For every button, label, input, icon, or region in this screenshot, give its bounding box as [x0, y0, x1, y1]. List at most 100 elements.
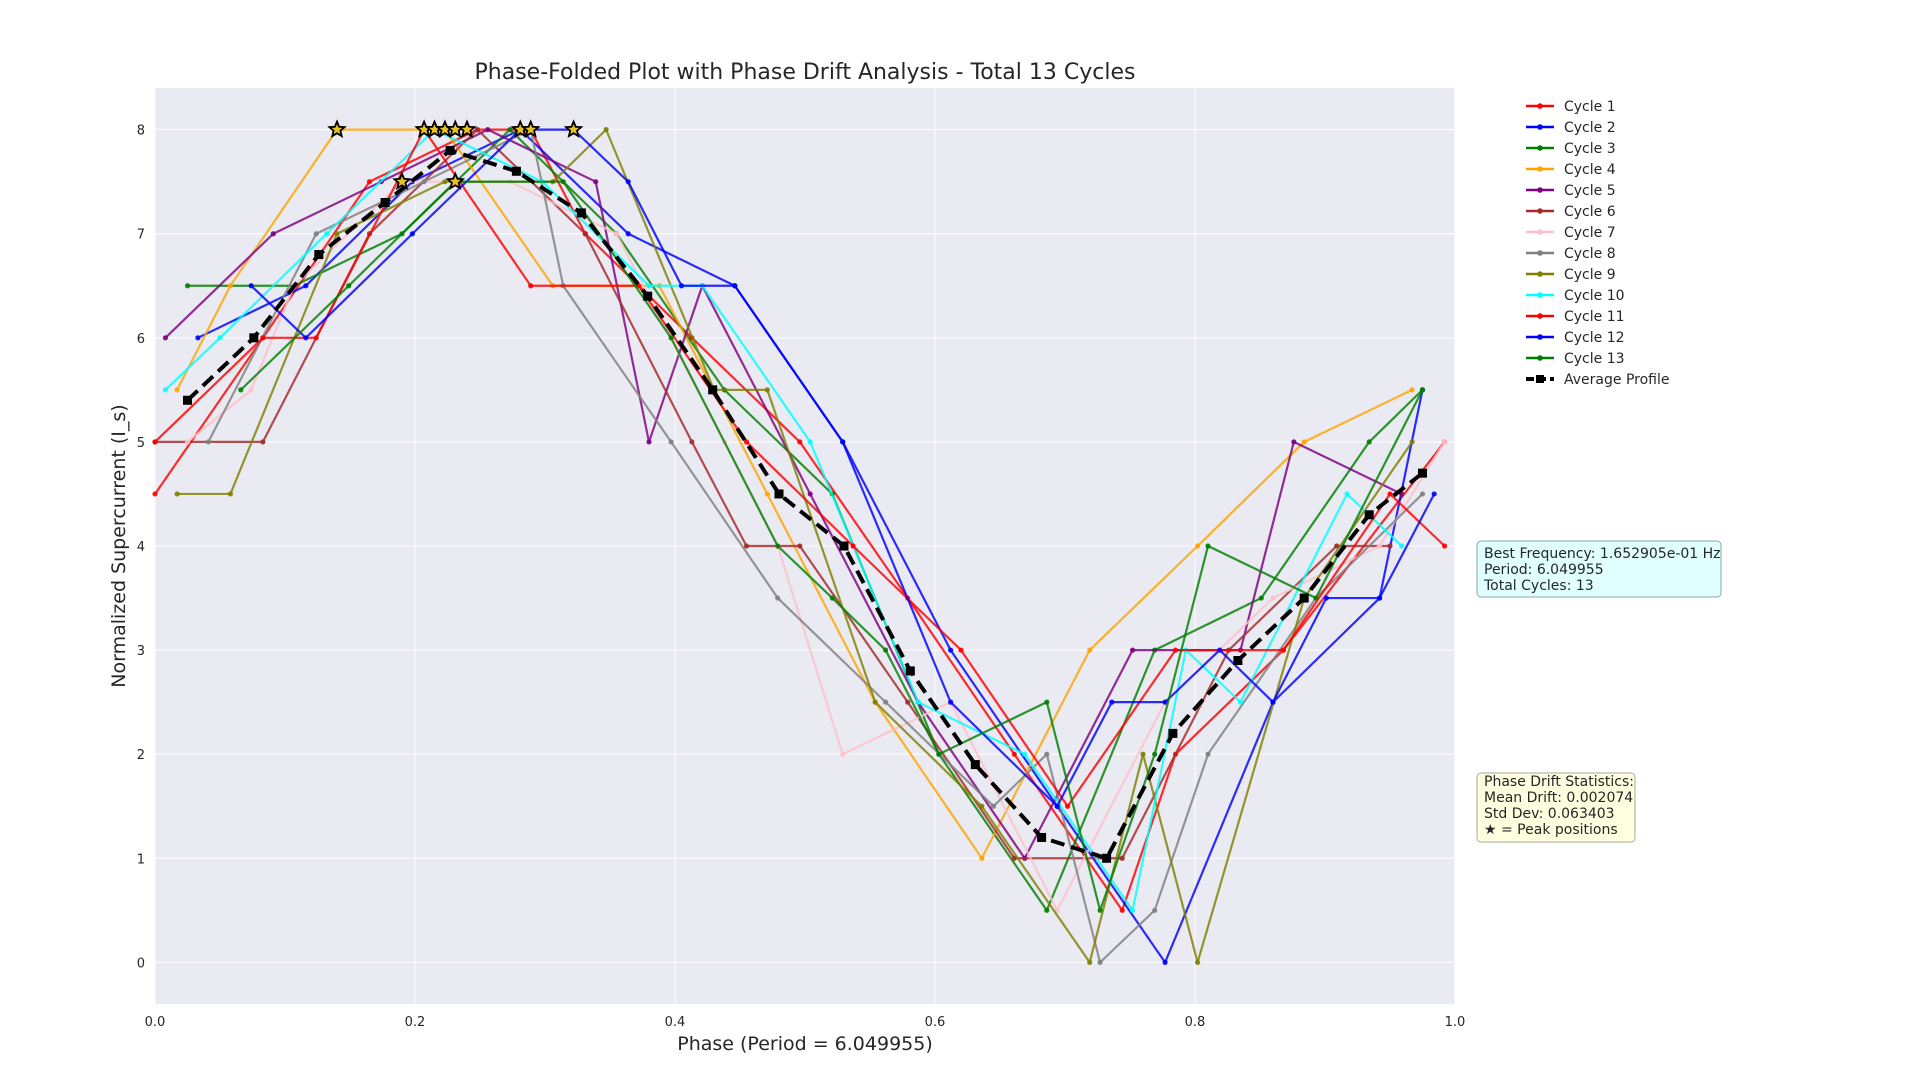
data-point [764, 491, 770, 497]
data-point [979, 803, 985, 809]
data-point [743, 439, 750, 445]
data-point [1313, 595, 1319, 601]
data-point [1152, 907, 1158, 913]
data-point [1097, 907, 1103, 913]
legend-entry: Cycle 11 [1526, 309, 1625, 325]
data-point [840, 751, 846, 757]
data-point [775, 543, 781, 549]
data-point [1205, 751, 1211, 757]
data-point [1195, 959, 1201, 965]
peak-marker [520, 119, 541, 139]
data-point [1301, 439, 1307, 445]
y-axis-title: Normalized Supercurrent (I_s) [108, 404, 130, 687]
data-point [1270, 699, 1276, 705]
drift-stats-box: Phase Drift Statistics: Mean Drift: 0.00… [1476, 772, 1636, 843]
data-point [485, 127, 491, 133]
data-point [1140, 751, 1146, 757]
legend-entry: Cycle 1 [1526, 99, 1616, 115]
data-point [1022, 751, 1028, 757]
y-tick-label: 6 [137, 332, 145, 347]
legend-label: Cycle 13 [1564, 351, 1625, 367]
data-point [421, 179, 427, 185]
data-point [775, 595, 781, 601]
legend: Cycle 1 Cycle 2 Cycle 3 Cycle 4 Cycle 5 Cycle… [1526, 99, 1669, 388]
data-point [260, 335, 266, 341]
data-point [205, 439, 211, 445]
legend-marker [1537, 313, 1543, 319]
data-point [625, 231, 631, 237]
data-point [1195, 543, 1201, 549]
data-point [507, 127, 513, 133]
data-point [840, 439, 846, 445]
x-axis-title: Phase (Period = 6.049955) [677, 1033, 933, 1055]
data-point [1065, 803, 1071, 809]
data-point [958, 647, 964, 653]
legend-label: Cycle 7 [1564, 225, 1616, 241]
data-point [948, 699, 954, 705]
data-point [646, 283, 652, 289]
series-cycle-9 [174, 127, 1415, 965]
y-tick-label: 4 [137, 540, 145, 555]
data-point [979, 855, 985, 861]
peak-marker [445, 171, 466, 191]
legend-marker [1537, 187, 1543, 193]
data-point [625, 179, 631, 185]
data-point [1409, 439, 1415, 445]
data-point [1280, 647, 1286, 653]
data-point [593, 179, 599, 185]
data-point [603, 127, 609, 133]
data-point [366, 179, 373, 185]
legend-marker [1536, 375, 1544, 383]
average-profile-point [970, 760, 980, 770]
data-point [668, 335, 674, 341]
legend-entry: Cycle 7 [1526, 225, 1616, 241]
average-profile-point [905, 666, 915, 676]
x-tick-label: 0.4 [665, 1015, 686, 1030]
average-profile-point [183, 395, 192, 405]
data-point [829, 595, 835, 601]
legend-entry: Cycle 8 [1526, 246, 1616, 262]
legend-label: Cycle 1 [1564, 99, 1616, 115]
series-line [154, 128, 1446, 808]
average-profile-point [1037, 832, 1047, 842]
data-point [184, 283, 191, 289]
series-cycle-8 [205, 127, 1426, 965]
data-point [442, 179, 448, 185]
data-point [409, 231, 415, 237]
data-point [1087, 647, 1093, 653]
x-tick-label: 0.6 [925, 1015, 946, 1030]
average-profile-point [1168, 728, 1178, 738]
data-point [1097, 959, 1103, 965]
legend-marker [1537, 250, 1543, 256]
data-point [1419, 491, 1426, 497]
peak-markers [327, 119, 584, 191]
legend-marker [1537, 334, 1543, 340]
data-point [1205, 543, 1211, 549]
x-axis-ticks: 0.0 0.2 0.4 0.6 0.8 1.0 [145, 1015, 1466, 1030]
drift-box-line: Std Dev: 0.063403 [1484, 806, 1615, 822]
legend-label: Average Profile [1564, 372, 1669, 388]
peak-marker [563, 119, 584, 139]
data-point [1323, 595, 1329, 601]
y-tick-label: 1 [137, 852, 145, 867]
data-point [1399, 543, 1405, 549]
data-point [324, 231, 330, 237]
data-point [1044, 699, 1050, 705]
data-point [1344, 491, 1350, 497]
data-point [152, 491, 158, 497]
average-profile-point [249, 333, 259, 343]
legend-entry: Cycle 13 [1526, 351, 1625, 367]
data-point [248, 283, 254, 289]
data-point [162, 387, 168, 393]
legend-marker [1537, 124, 1543, 130]
data-point [948, 647, 954, 653]
data-point [303, 335, 309, 341]
data-point [915, 699, 921, 705]
average-profile-point [1233, 656, 1243, 665]
legend-marker [1537, 229, 1543, 235]
legend-entry: Cycle 5 [1526, 183, 1616, 199]
average-profile-point [380, 198, 390, 207]
data-point [732, 283, 738, 289]
data-point [1109, 699, 1115, 705]
